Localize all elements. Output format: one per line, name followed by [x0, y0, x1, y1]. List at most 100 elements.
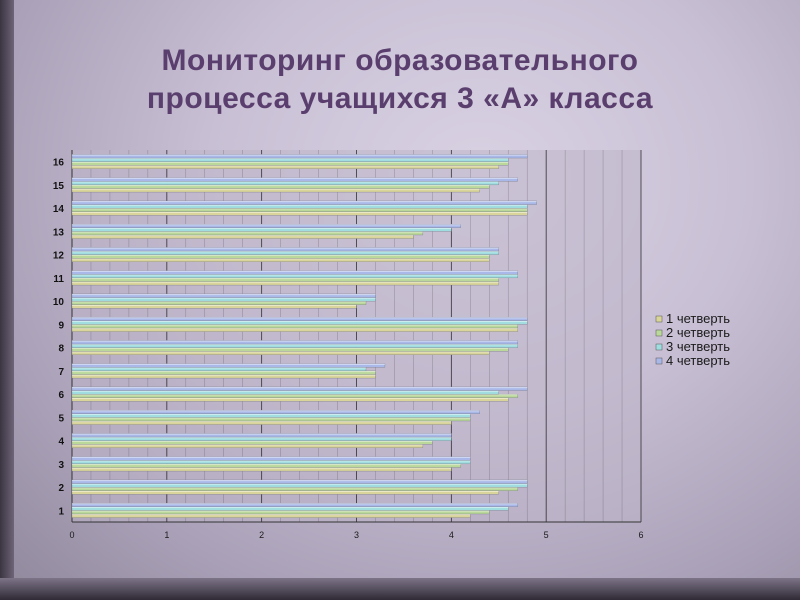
bar-highlight	[72, 301, 366, 303]
x-tick-label: 3	[354, 530, 359, 540]
bar	[71, 410, 480, 414]
bar-highlight	[72, 413, 471, 416]
x-tick-label: 6	[638, 530, 643, 540]
y-category-label: 14	[53, 204, 65, 215]
bar	[71, 270, 518, 275]
y-category-label: 6	[58, 390, 64, 401]
bar-highlight	[72, 251, 499, 253]
bar-highlight	[72, 370, 376, 373]
bar-highlight	[72, 247, 499, 249]
bar	[71, 154, 528, 159]
x-tick-label: 0	[69, 530, 74, 540]
bar	[71, 293, 376, 298]
y-category-label: 8	[58, 344, 64, 355]
legend-label: 4 четверть	[666, 353, 730, 368]
bar-highlight	[72, 463, 461, 466]
bar-highlight	[72, 224, 461, 226]
bar	[71, 177, 518, 182]
bar	[71, 433, 452, 438]
bar-highlight	[72, 304, 357, 306]
bar-highlight	[72, 158, 509, 160]
bar-highlight	[72, 165, 499, 167]
bar-highlight	[72, 277, 499, 280]
bar-highlight	[72, 487, 518, 489]
slide-title: Мониторинг образовательного процесса уча…	[60, 42, 740, 118]
bar-highlight	[72, 293, 376, 296]
y-category-label: 1	[58, 506, 64, 517]
bar-highlight	[72, 344, 518, 346]
bar-highlight	[72, 367, 366, 369]
y-category-label: 3	[58, 460, 64, 471]
bar-highlight	[72, 363, 385, 365]
bar-highlight	[72, 433, 452, 435]
y-category-label: 9	[58, 320, 64, 331]
slide-frame-bottom	[0, 578, 800, 600]
bar-highlight	[72, 200, 537, 203]
bar	[71, 503, 518, 507]
y-category-label: 16	[53, 158, 65, 169]
bar-highlight	[72, 437, 452, 439]
bar-highlight	[72, 440, 433, 442]
bar-highlight	[72, 154, 528, 156]
bar-highlight	[72, 204, 528, 206]
bar-highlight	[72, 397, 509, 399]
bar-highlight	[72, 327, 518, 330]
bar-highlight	[72, 270, 518, 272]
bar-highlight	[72, 386, 528, 389]
bar-highlight	[72, 211, 528, 213]
x-tick-label: 5	[544, 530, 549, 540]
slide-frame-left	[0, 0, 14, 600]
bar-highlight	[72, 161, 509, 163]
bar-highlight	[72, 227, 452, 230]
y-category-label: 11	[53, 274, 64, 285]
legend-swatch	[655, 329, 663, 337]
bar	[71, 224, 461, 228]
bar-highlight	[72, 208, 528, 210]
bar-highlight	[72, 181, 499, 183]
title-line-1: Мониторинг образовательного	[161, 44, 639, 77]
legend-swatch	[655, 357, 663, 365]
y-category-label: 12	[53, 251, 65, 262]
bar-highlight	[72, 513, 471, 516]
y-category-label: 10	[53, 297, 65, 308]
bar-highlight	[72, 483, 528, 485]
bar-highlight	[72, 281, 499, 283]
x-tick-label: 4	[449, 530, 454, 540]
y-category-label: 5	[58, 413, 64, 424]
bar-highlight	[72, 351, 490, 353]
bar-highlight	[72, 177, 518, 179]
bar	[71, 247, 499, 252]
bar-highlight	[72, 460, 471, 462]
bar-highlight	[72, 420, 452, 423]
bar-highlight	[72, 490, 499, 492]
bar	[71, 317, 528, 321]
y-category-label: 7	[58, 367, 64, 378]
bar-highlight	[72, 417, 471, 419]
legend-label: 1 четверть	[666, 311, 730, 326]
bar	[71, 386, 528, 391]
bar	[71, 456, 471, 461]
bar-highlight	[72, 320, 528, 323]
bar-highlight	[72, 347, 509, 349]
bar-highlight	[72, 297, 376, 299]
y-category-label: 2	[58, 483, 64, 494]
bar-highlight	[72, 467, 452, 469]
bar	[71, 363, 386, 368]
bar	[71, 479, 528, 484]
legend-swatch	[655, 315, 663, 323]
y-category-label: 4	[58, 437, 64, 448]
bar-highlight	[72, 390, 499, 392]
legend-label: 2 четверть	[666, 325, 730, 340]
bar-highlight	[72, 258, 490, 260]
legend-swatch	[655, 343, 663, 351]
bar-highlight	[72, 274, 518, 276]
bar-highlight	[72, 317, 528, 319]
bar-highlight	[72, 188, 480, 190]
bar-highlight	[72, 231, 423, 233]
bar-highlight	[72, 184, 490, 187]
legend-label: 3 четверть	[666, 339, 730, 354]
bar-highlight	[72, 410, 480, 412]
bar-highlight	[72, 374, 376, 376]
x-tick-label: 1	[164, 530, 169, 540]
